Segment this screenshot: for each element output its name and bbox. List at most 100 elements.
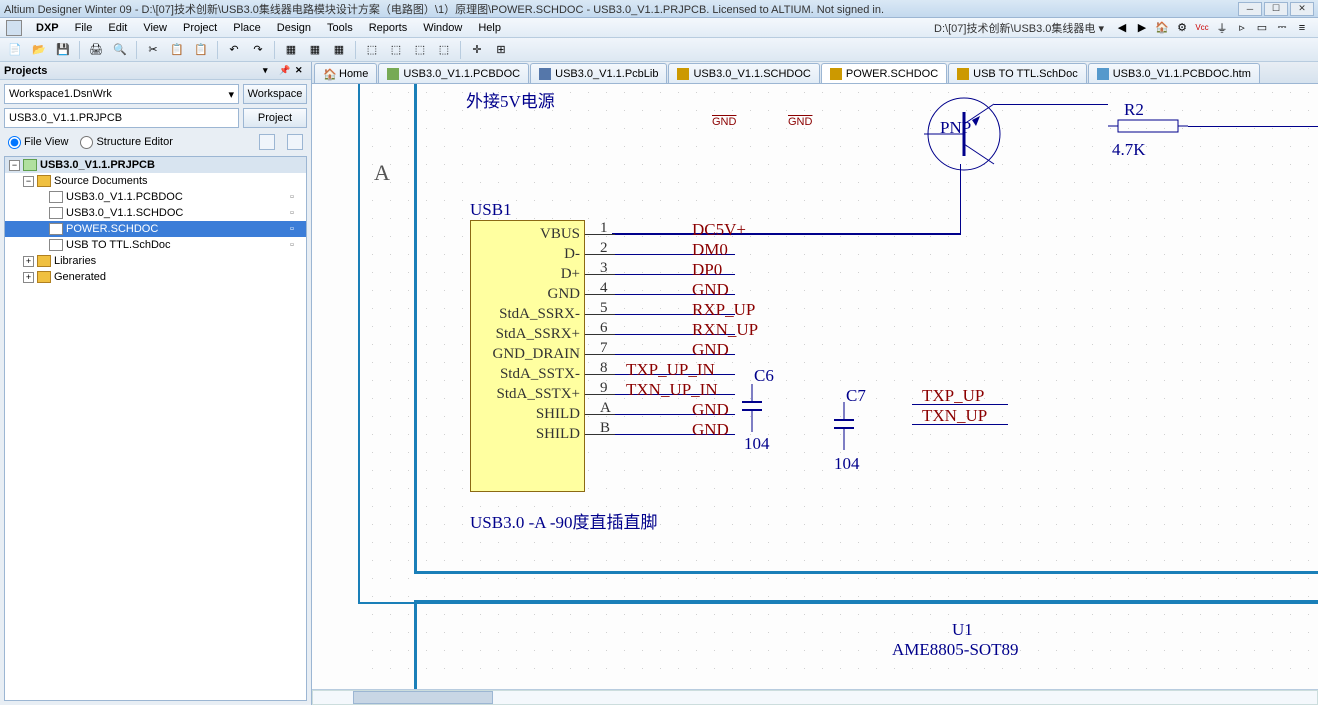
nav-vcc-icon[interactable]: Vcc [1193, 20, 1211, 36]
tool-zoom-fit[interactable]: ▦ [304, 40, 326, 60]
workspace-select[interactable]: Workspace1.DsnWrk ▾ [4, 84, 239, 104]
tool-select[interactable]: ⬚ [361, 40, 383, 60]
menu-view[interactable]: View [135, 20, 175, 36]
net-label: RXP_UP [692, 300, 755, 320]
title-cn: 外接5V电源 [466, 87, 555, 112]
pnp-label: PNP [940, 118, 971, 138]
tool-move[interactable]: ⬚ [385, 40, 407, 60]
tool-clear[interactable]: ⬚ [433, 40, 455, 60]
tab-home[interactable]: 🏠Home [314, 63, 377, 83]
tool-open[interactable]: 📂 [28, 40, 50, 60]
menu-window[interactable]: Window [415, 20, 470, 36]
file-status-icon: ▫ [290, 207, 302, 219]
tool-deselect[interactable]: ⬚ [409, 40, 431, 60]
tree-file-pcbdoc[interactable]: USB3.0_V1.1.PCBDOC ▫ [5, 189, 306, 205]
project-icon [23, 159, 37, 171]
radio-file-view[interactable]: File View [8, 136, 68, 149]
tree-file-label: POWER.SCHDOC [66, 223, 158, 235]
tool-paste[interactable]: 📋 [190, 40, 212, 60]
menu-design[interactable]: Design [269, 20, 319, 36]
tool-print[interactable]: 🖨 [85, 40, 107, 60]
tool-zoom-area[interactable]: ▦ [280, 40, 302, 60]
tree-generated[interactable]: + Generated [5, 269, 306, 285]
tab-power[interactable]: POWER.SCHDOC [821, 63, 947, 83]
tab-pcblib[interactable]: USB3.0_V1.1.PcbLib [530, 63, 667, 83]
schematic-viewport[interactable]: /* dots drawn via generated divs below *… [312, 84, 1318, 689]
nav-home-icon[interactable]: 🏠 [1153, 20, 1171, 36]
nav-sheet-icon[interactable]: ▭ [1253, 20, 1271, 36]
workspace-button[interactable]: Workspace [243, 84, 307, 104]
nav-bus-icon[interactable]: ≡ [1293, 20, 1311, 36]
radio-file-input[interactable] [8, 136, 21, 149]
close-button[interactable]: ✕ [1290, 2, 1314, 16]
tab-htm[interactable]: USB3.0_V1.1.PCBDOC.htm [1088, 63, 1260, 83]
tab-usbttl[interactable]: USB TO TTL.SchDoc [948, 63, 1087, 83]
panel-pin-icon[interactable]: 📌 [279, 65, 291, 77]
breadcrumb[interactable]: D:\[07]技术创新\USB3.0集线器电 ▾ [934, 20, 1112, 36]
tool-preview[interactable]: 🔍 [109, 40, 131, 60]
scroll-thumb[interactable] [353, 691, 493, 704]
nav-net-icon[interactable]: ⎓ [1273, 20, 1291, 36]
nav-back-icon[interactable]: ◀ [1113, 20, 1131, 36]
panel-icon-2[interactable] [287, 134, 303, 150]
panel-icon-1[interactable] [259, 134, 275, 150]
panel-dropdown-icon[interactable]: ▾ [263, 65, 275, 77]
pin-number: B [600, 420, 610, 437]
pin-number: 3 [600, 260, 608, 277]
panel-close-icon[interactable]: ✕ [295, 65, 307, 77]
tree-root[interactable]: − USB3.0_V1.1.PRJPCB [5, 157, 306, 173]
nav-gnd-icon[interactable]: ⏚ [1213, 20, 1231, 36]
tool-save[interactable]: 💾 [52, 40, 74, 60]
tree-libraries[interactable]: + Libraries [5, 253, 306, 269]
nav-fwd-icon[interactable]: ▶ [1133, 20, 1151, 36]
doc-icon [539, 68, 551, 80]
scroll-track[interactable] [312, 690, 1318, 705]
tool-browse[interactable]: ⊞ [490, 40, 512, 60]
tree-source-docs[interactable]: − Source Documents [5, 173, 306, 189]
panel-controls: Workspace1.DsnWrk ▾ Workspace USB3.0_V1.… [0, 80, 311, 156]
pin-number: A [600, 400, 611, 417]
project-button[interactable]: Project [243, 108, 307, 128]
tool-zoom-sel[interactable]: ▦ [328, 40, 350, 60]
menu-place[interactable]: Place [225, 20, 269, 36]
menu-help[interactable]: Help [470, 20, 509, 36]
folder-icon [37, 175, 51, 187]
nav-tool-icon[interactable]: ⚙ [1173, 20, 1191, 36]
maximize-button[interactable]: ☐ [1264, 2, 1288, 16]
tab-pcbdoc[interactable]: USB3.0_V1.1.PCBDOC [378, 63, 529, 83]
pin-name: StdA_SSRX- [470, 306, 580, 323]
tree-file-schdoc[interactable]: USB3.0_V1.1.SCHDOC ▫ [5, 205, 306, 221]
tab-schdoc[interactable]: USB3.0_V1.1.SCHDOC [668, 63, 819, 83]
menu-file[interactable]: File [67, 20, 101, 36]
project-select[interactable]: USB3.0_V1.1.PRJPCB [4, 108, 239, 128]
minimize-button[interactable]: ─ [1238, 2, 1262, 16]
tree-toggle-icon[interactable]: − [23, 176, 34, 187]
radio-struct-input[interactable] [80, 136, 93, 149]
c6-label: C6 [754, 366, 774, 386]
menu-tools[interactable]: Tools [319, 20, 361, 36]
menu-edit[interactable]: Edit [100, 20, 135, 36]
net-label: GND [692, 400, 729, 420]
tool-cut[interactable]: ✂ [142, 40, 164, 60]
tree-file-label: USB TO TTL.SchDoc [66, 239, 171, 251]
tool-redo[interactable]: ↷ [247, 40, 269, 60]
tree-file-power[interactable]: POWER.SCHDOC ▫ [5, 221, 306, 237]
menu-project[interactable]: Project [175, 20, 225, 36]
tool-copy[interactable]: 📋 [166, 40, 188, 60]
menu-reports[interactable]: Reports [361, 20, 416, 36]
nav-port-icon[interactable]: ▹ [1233, 20, 1251, 36]
tool-cross-probe[interactable]: ✛ [466, 40, 488, 60]
tree-file-usbttl[interactable]: USB TO TTL.SchDoc ▫ [5, 237, 306, 253]
menu-dxp[interactable]: DXP [28, 20, 67, 36]
tree-toggle-icon[interactable]: − [9, 160, 20, 171]
tree-toggle-icon[interactable]: + [23, 256, 34, 267]
dxp-icon[interactable] [6, 20, 22, 36]
pin-number: 2 [600, 240, 608, 257]
horizontal-scrollbar[interactable] [312, 689, 1318, 705]
tree-source-label: Source Documents [54, 175, 148, 187]
radio-structure[interactable]: Structure Editor [80, 136, 172, 149]
tool-new[interactable]: 📄 [4, 40, 26, 60]
tool-undo[interactable]: ↶ [223, 40, 245, 60]
tree-toggle-icon[interactable]: + [23, 272, 34, 283]
doc-icon [957, 68, 969, 80]
